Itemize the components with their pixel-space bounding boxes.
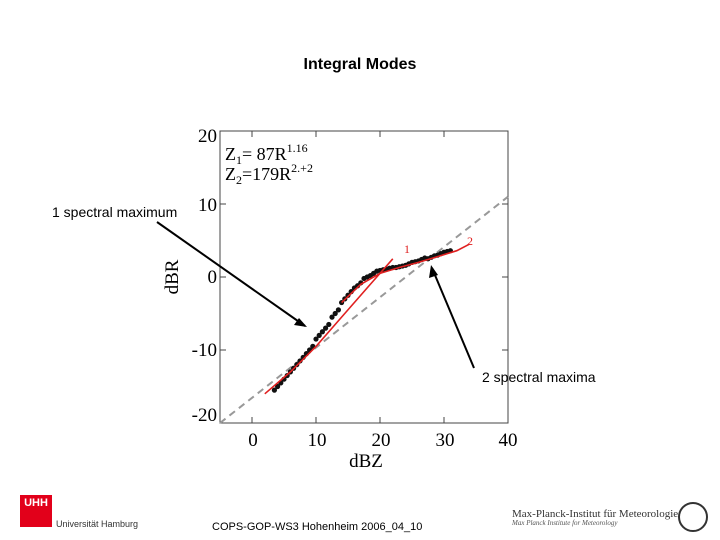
- mpi-logo: Max-Planck-Institut für Meteorologie Max…: [508, 502, 708, 534]
- left-arrow-head: [294, 318, 307, 327]
- mpi-subtitle: Max Planck Institute for Meteorology: [512, 519, 618, 527]
- data-point: [271, 387, 277, 393]
- fit-curve-2: [341, 243, 470, 304]
- data-point: [275, 383, 281, 390]
- data-point: [335, 307, 341, 313]
- right-arrow-line: [431, 267, 475, 369]
- mpi-name: Max-Planck-Institut für Meteorologie: [512, 508, 679, 520]
- uhh-name: Universität Hamburg: [56, 519, 139, 529]
- data-point: [326, 321, 332, 328]
- callout-arrows: [156, 221, 475, 369]
- mpi-emblem: [678, 502, 708, 532]
- y-axis-label: dBR: [162, 259, 183, 294]
- x-tick-label: 20: [372, 430, 391, 451]
- data-point: [319, 329, 325, 335]
- y-tick-label: -20: [192, 405, 217, 426]
- slide-title: Integral Modes: [303, 56, 417, 73]
- data-point: [329, 314, 335, 320]
- uhh-logo-mark: UHH: [20, 495, 52, 527]
- x-axis-label: dBZ: [349, 451, 383, 472]
- reference-line: [219, 195, 509, 424]
- fit-curves: [264, 243, 470, 395]
- curve-label-1: 1: [404, 242, 410, 256]
- left-callout: 1 spectral maximum: [52, 204, 178, 220]
- y-tick-labels: 20 10 0 -10 -20: [192, 126, 217, 426]
- data-point: [313, 336, 319, 342]
- y-tick-label: 20: [198, 126, 217, 147]
- x-tick-label: 40: [499, 430, 518, 451]
- data-point: [316, 332, 322, 338]
- right-arrow-head: [429, 265, 438, 278]
- left-arrow-line: [156, 221, 306, 327]
- data-point: [345, 292, 351, 298]
- data-points: [271, 248, 453, 393]
- x-tick-labels: 0 10 20 30 40: [248, 430, 517, 451]
- footer-text: COPS-GOP-WS3 Hohenheim 2006_04_10: [212, 521, 423, 533]
- uhh-logo-text: UHH: [24, 497, 48, 509]
- fit-curve-1: [264, 258, 394, 395]
- data-point: [297, 358, 303, 364]
- uhh-logo: UHH Universität Hamburg: [20, 495, 140, 535]
- legend: Z1= 87R1.16 Z2=179R2.+2: [225, 141, 313, 187]
- y-tick-label: -10: [192, 340, 217, 361]
- legend-line-1: Z1= 87R1.16: [225, 141, 308, 167]
- axis-ticks: [220, 131, 508, 423]
- curve-label-2: 2: [467, 234, 473, 248]
- legend-line-2: Z2=179R2.+2: [225, 161, 313, 187]
- y-tick-label: 10: [198, 195, 217, 216]
- right-callout: 2 spectral maxima: [482, 369, 596, 385]
- x-tick-label: 30: [436, 430, 455, 451]
- x-tick-label: 0: [248, 430, 258, 451]
- x-tick-label: 10: [308, 430, 327, 451]
- data-point: [332, 310, 338, 317]
- data-point: [323, 325, 329, 331]
- y-tick-label: 0: [208, 267, 218, 288]
- reference-dashed-line: [219, 195, 509, 424]
